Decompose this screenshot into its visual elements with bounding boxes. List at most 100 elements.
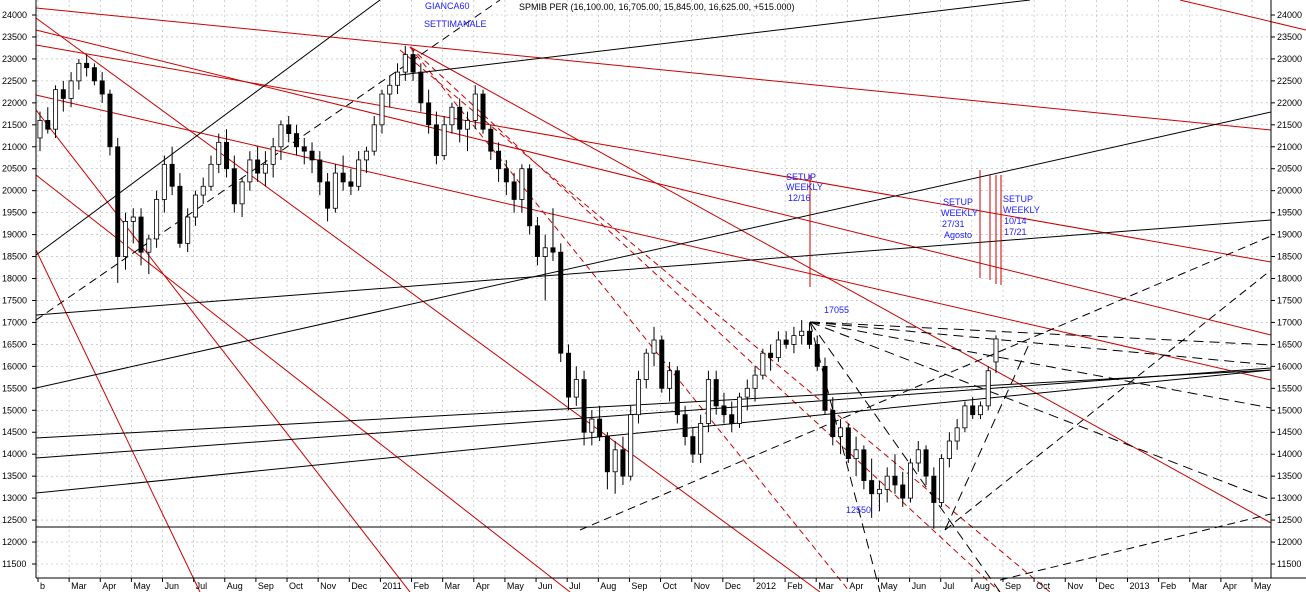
candles (37, 45, 999, 529)
candle-body (892, 475, 898, 486)
candle-body (247, 159, 253, 183)
y-tick-label-left: 11500 (2, 559, 26, 569)
setup1-line3: 12/16 (788, 193, 811, 203)
candle-body (659, 339, 665, 389)
high-label: 17055 (824, 305, 849, 315)
y-tick-label-left: 19000 (2, 230, 27, 240)
y-tick-label-right: 16500 (1277, 339, 1302, 349)
x-tick-label: Feb (1161, 581, 1177, 591)
y-tick-label-left: 12000 (2, 537, 27, 547)
candle-body (37, 120, 43, 139)
x-tick-label: Jul (196, 581, 208, 591)
candle-body (643, 352, 649, 380)
candle-body (550, 247, 556, 253)
candle-body (993, 338, 999, 363)
candle-body (814, 343, 820, 367)
low-label: 12550 (846, 505, 871, 515)
candle-body (635, 379, 641, 416)
y-tick-label-left: 14500 (2, 427, 27, 437)
trendline (35, 0, 501, 321)
y-tick-label-right: 19500 (1277, 208, 1302, 218)
x-tick-label: Aug (600, 581, 616, 591)
chart-title: SPMIB PER (16,100.00, 16,705.00, 15,845.… (519, 2, 794, 12)
trendline (35, 0, 381, 256)
candle-body (317, 159, 323, 183)
y-tick-label-right: 12000 (1277, 537, 1302, 547)
candle-body (573, 379, 579, 398)
trendline (809, 321, 1001, 592)
trendline (579, 235, 1272, 531)
trendline (809, 321, 1272, 346)
candle-body (208, 163, 214, 187)
trendline (35, 17, 821, 592)
x-tick-label: Jun (912, 581, 927, 591)
candle-body (775, 339, 781, 358)
y-tick-label-left: 17000 (2, 317, 27, 327)
candle-body (900, 484, 906, 499)
y-axis-ticks: 11500 11500 12000 12000 12500 12500 13000 13000… (2, 10, 1302, 569)
axes (35, 0, 1306, 579)
trendlines (35, 0, 1306, 592)
candle-body (589, 418, 595, 433)
candle-body (939, 458, 945, 503)
y-tick-label-left: 21000 (2, 142, 27, 152)
x-tick-label: Jun (165, 581, 180, 591)
y-tick-label-right: 14500 (1277, 427, 1302, 437)
candle-body (783, 339, 789, 345)
x-tick-label: 2011 (382, 581, 401, 591)
y-tick-label-right: 23000 (1277, 54, 1302, 64)
trendline (399, 0, 1031, 76)
candle-body (744, 387, 750, 398)
candle-body (970, 405, 976, 416)
x-tick-label: Sep (631, 581, 647, 591)
y-tick-label-left: 16500 (2, 339, 27, 349)
y-tick-label-left: 24000 (2, 10, 27, 20)
setup3-line2: WEEKLY (1003, 205, 1040, 215)
candle-body (371, 124, 377, 152)
candle-body (869, 480, 875, 495)
y-tick-label-right: 13500 (1277, 471, 1302, 481)
candle-body (262, 163, 268, 174)
y-tick-label-left: 16000 (2, 361, 27, 371)
y-tick-label-right: 21000 (1277, 142, 1302, 152)
trendline (35, 369, 1272, 439)
x-tick-label: Apr (1223, 581, 1237, 591)
candle-body (612, 449, 618, 473)
x-tick-label: Apr (102, 581, 116, 591)
setup3-line1: SETUP (1003, 194, 1033, 204)
trendline (35, 7, 1272, 131)
trendline (1179, 0, 1306, 31)
candle-body (604, 436, 610, 473)
candle-body (426, 102, 432, 126)
trendline (409, 46, 851, 592)
candle-body (566, 352, 572, 398)
y-tick-label-right: 12500 (1277, 515, 1302, 525)
candle-body (91, 67, 97, 82)
y-tick-label-left: 21500 (2, 120, 27, 130)
trendline (35, 249, 201, 592)
trendline (809, 321, 1272, 409)
candle-body (698, 423, 704, 455)
candle-body (962, 405, 968, 429)
candle-body (908, 462, 914, 499)
y-tick-label-left: 20500 (2, 164, 27, 174)
trendline (409, 46, 1272, 524)
candle-body (721, 405, 727, 416)
candle-body (410, 54, 416, 73)
candle-body (293, 133, 299, 148)
x-tick-label: May (133, 581, 151, 591)
candle-body (239, 181, 245, 205)
y-tick-label-right: 24000 (1277, 10, 1302, 20)
y-tick-label-left: 15000 (2, 405, 27, 415)
candle-body (581, 379, 587, 433)
y-tick-label-right: 14000 (1277, 449, 1302, 459)
candle-body (503, 168, 509, 183)
candle-body (255, 159, 261, 174)
trendline (409, 46, 1001, 592)
trendline (35, 109, 411, 592)
candle-body (402, 54, 408, 73)
x-tick-label: Feb (787, 581, 803, 591)
y-tick-label-right: 16000 (1277, 361, 1302, 371)
x-tick-label: May (507, 581, 525, 591)
